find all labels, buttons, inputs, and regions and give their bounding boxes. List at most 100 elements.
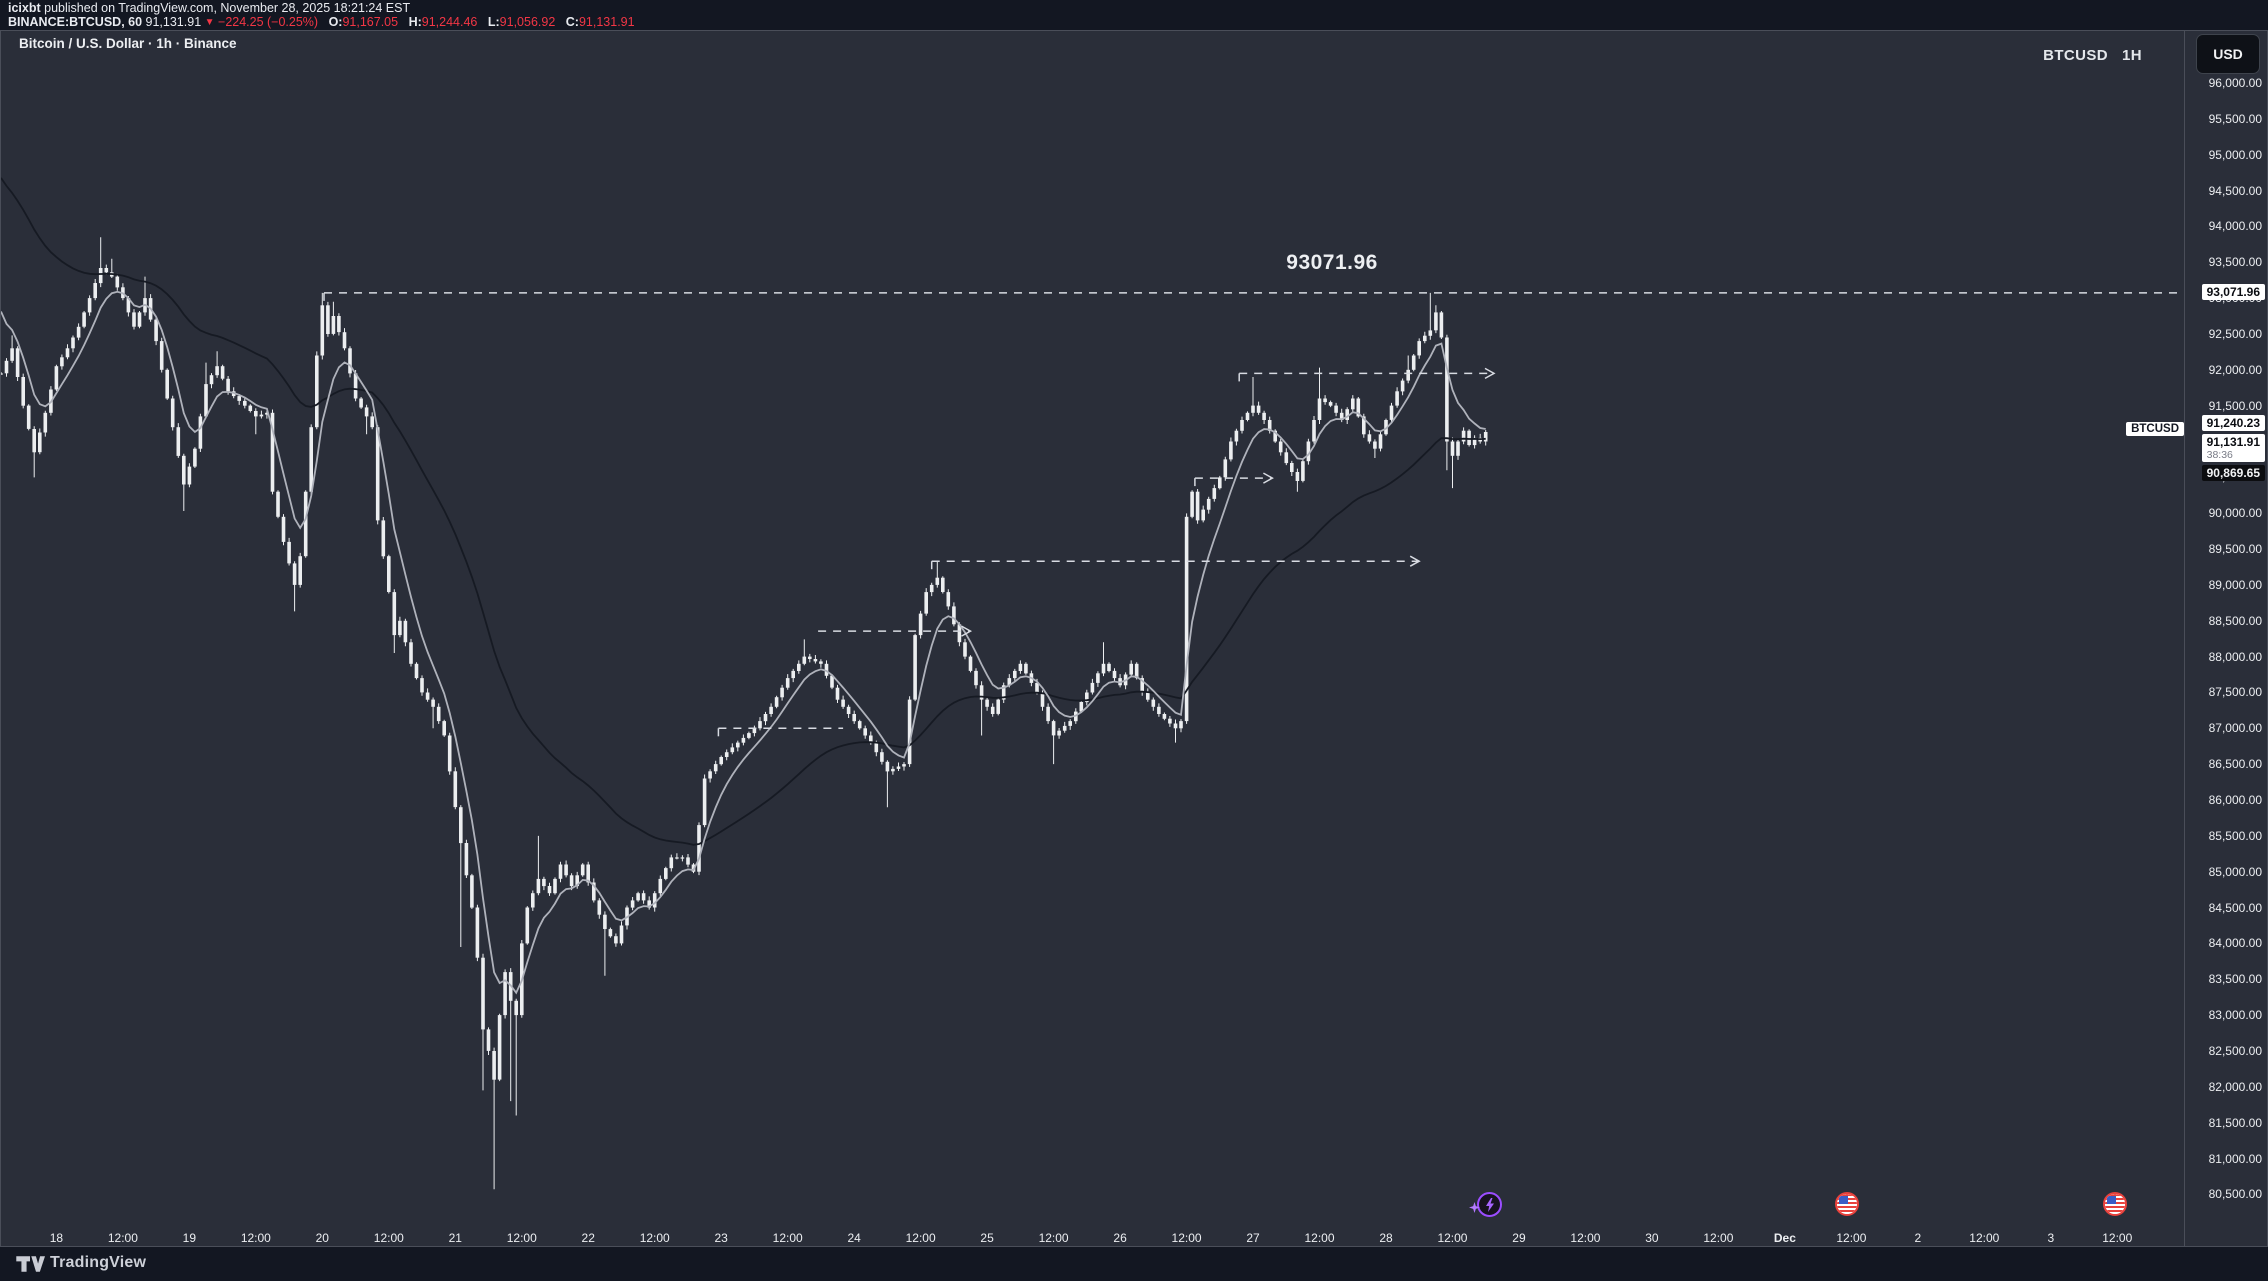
- high-label: H:: [408, 15, 422, 29]
- time-tick-label: 12:00: [506, 1231, 537, 1245]
- time-tick-label: 3: [2047, 1231, 2055, 1245]
- quote-symbol[interactable]: BINANCE:BTCUSD, 60: [8, 15, 143, 29]
- price-tick-label: 92,000.00: [2208, 362, 2262, 377]
- time-axis[interactable]: 18 12:00 19 12:00 20 12:00 21 12:00 22 12:00 23 12:…: [1, 1229, 2184, 1246]
- event-us-flag-icon[interactable]: [2103, 1192, 2128, 1216]
- event-flash-icon[interactable]: [1469, 1192, 1503, 1217]
- byline: icixbt published on TradingView.com, Nov…: [8, 1, 410, 15]
- time-tick-label: 25: [980, 1231, 994, 1245]
- time-tick-label: 12:00: [2102, 1231, 2133, 1245]
- price-tick-label: 84,500.00: [2208, 900, 2262, 915]
- price-tick-label: 87,500.00: [2208, 685, 2262, 700]
- close-value: 91,131.91: [578, 15, 635, 29]
- price-annotation-text[interactable]: 93071.96: [1286, 251, 1378, 275]
- byline-text: published on TradingView.com, November 2…: [40, 1, 411, 15]
- range-projection-lines[interactable]: [323, 292, 2184, 743]
- last-price-label: 91,131.91 38:36: [2201, 434, 2265, 462]
- high-value: 91,244.46: [421, 15, 478, 29]
- price-tick-label: 82,000.00: [2208, 1079, 2262, 1094]
- price-tick-label: 89,500.00: [2208, 542, 2262, 557]
- price-tick-label: 90,000.00: [2208, 506, 2262, 521]
- price-tick-label: 84,000.00: [2208, 936, 2262, 951]
- down-triangle-icon: ▼: [204, 17, 215, 28]
- page-header: icixbt published on TradingView.com, Nov…: [0, 0, 2268, 30]
- time-tick-label: 12:00: [1969, 1231, 2000, 1245]
- price-tick-label: 94,500.00: [2208, 183, 2262, 198]
- time-tick-label: 23: [714, 1231, 728, 1245]
- line-level-price-label: 93,071.96: [2201, 284, 2265, 300]
- time-tick-label: 12:00: [107, 1231, 138, 1245]
- time-tick-label: 12:00: [639, 1231, 670, 1245]
- time-tick-label: 27: [1246, 1231, 1260, 1245]
- event-us-flag-icon[interactable]: [1834, 1192, 1859, 1216]
- price-tick-label: 89,000.00: [2208, 577, 2262, 592]
- price-tick-label: 86,500.00: [2208, 757, 2262, 772]
- price-tick-label: 80,500.00: [2208, 1187, 2262, 1202]
- open-label: O:: [328, 15, 343, 29]
- candlestick-chart[interactable]: .dl{stroke:#D8DBE2;stroke-width:1.5;stro…: [1, 31, 2184, 1229]
- time-tick-label: 20: [315, 1231, 329, 1245]
- price-tick-label: 85,000.00: [2208, 864, 2262, 879]
- time-tick-label: 12:00: [373, 1231, 404, 1245]
- price-tick-label: 86,000.00: [2208, 793, 2262, 807]
- watermark-interval: 1H: [2122, 47, 2142, 64]
- price-tick-label: 81,000.00: [2208, 1151, 2262, 1166]
- time-tick-label: 18: [49, 1231, 64, 1245]
- quote-line: BINANCE:BTCUSD, 60 91,131.91 ▼ −224.25 (…: [8, 15, 635, 29]
- currency-toggle-button[interactable]: USD: [2196, 34, 2260, 74]
- time-tick-label: 12:00: [772, 1231, 803, 1245]
- chart-legend-title[interactable]: Bitcoin / U.S. Dollar · 1h · Binance: [19, 36, 237, 51]
- time-tick-label: 30: [1645, 1231, 1659, 1245]
- footer-bar: TradingView: [0, 1247, 2268, 1281]
- ma-fast-price-label: 91,240.23: [2201, 415, 2265, 431]
- price-tick-label: 92,500.00: [2208, 326, 2262, 341]
- candle-wicks: [1, 237, 1487, 1190]
- time-tick-label: 2: [1914, 1231, 1922, 1245]
- time-tick-label: 12:00: [1703, 1231, 1734, 1245]
- price-tick-label: 87,000.00: [2208, 721, 2262, 736]
- time-tick-label: 12:00: [1836, 1231, 1867, 1245]
- price-tick-label: 93,500.00: [2208, 255, 2262, 270]
- last-price-value: 91,131.91: [2206, 435, 2260, 449]
- tradingview-logo-icon[interactable]: [13, 1252, 47, 1276]
- price-tick-label: 82,500.00: [2208, 1043, 2262, 1058]
- time-tick-label: 12:00: [1171, 1231, 1202, 1245]
- ma-slow-line: [1, 177, 1486, 846]
- close-label: C:: [565, 15, 579, 29]
- quote-change: −224.25 (−0.25%): [218, 15, 319, 29]
- author-username[interactable]: icixbt: [8, 1, 41, 15]
- time-tick-label: 28: [1379, 1231, 1393, 1245]
- candle-bodies: [1, 268, 1488, 1080]
- price-tick-label: 95,000.00: [2208, 147, 2262, 162]
- time-tick-label: 22: [581, 1231, 595, 1245]
- time-tick-label: Dec: [1773, 1231, 1796, 1245]
- time-tick-label: 12:00: [1570, 1231, 1601, 1245]
- open-value: 91,167.05: [342, 15, 399, 29]
- price-tick-label: 85,500.00: [2208, 828, 2262, 843]
- time-tick-label: 12:00: [240, 1231, 271, 1245]
- ma-fast-line: [1, 290, 1486, 995]
- low-label: L:: [487, 15, 500, 29]
- ma-slow-price-label: 90,869.65: [2201, 465, 2265, 481]
- price-tick-label: 81,500.00: [2208, 1115, 2262, 1130]
- time-tick-label: 19: [182, 1231, 197, 1245]
- price-axis[interactable]: USD 93,071.96 91,240.23 91,131.91 38:36 9…: [2184, 31, 2268, 1246]
- sparkle-icon: [1469, 1202, 1481, 1213]
- price-tick-label: 96,000.00: [2208, 76, 2262, 90]
- chart-pane[interactable]: .dl{stroke:#D8DBE2;stroke-width:1.5;stro…: [1, 31, 2184, 1245]
- price-tick-label: 91,500.00: [2208, 398, 2262, 413]
- price-tick-label: 83,000.00: [2208, 1008, 2262, 1023]
- time-tick-label: 21: [448, 1231, 462, 1245]
- tradingview-wordmark[interactable]: TradingView: [50, 1254, 147, 1271]
- time-tick-label: 29: [1512, 1231, 1526, 1245]
- time-tick-label: 12:00: [905, 1231, 936, 1245]
- time-tick-label: 12:00: [1304, 1231, 1335, 1245]
- chart-widget: .dl{stroke:#D8DBE2;stroke-width:1.5;stro…: [0, 30, 2268, 1247]
- time-tick-label: 26: [1113, 1231, 1127, 1245]
- price-tick-label: 94,000.00: [2208, 219, 2262, 234]
- time-tick-label: 12:00: [1038, 1231, 1069, 1245]
- price-tick-label: 83,500.00: [2208, 972, 2262, 987]
- symbol-price-tag: BTCUSD: [2126, 422, 2184, 436]
- quote-last-price: 91,131.91: [145, 15, 202, 29]
